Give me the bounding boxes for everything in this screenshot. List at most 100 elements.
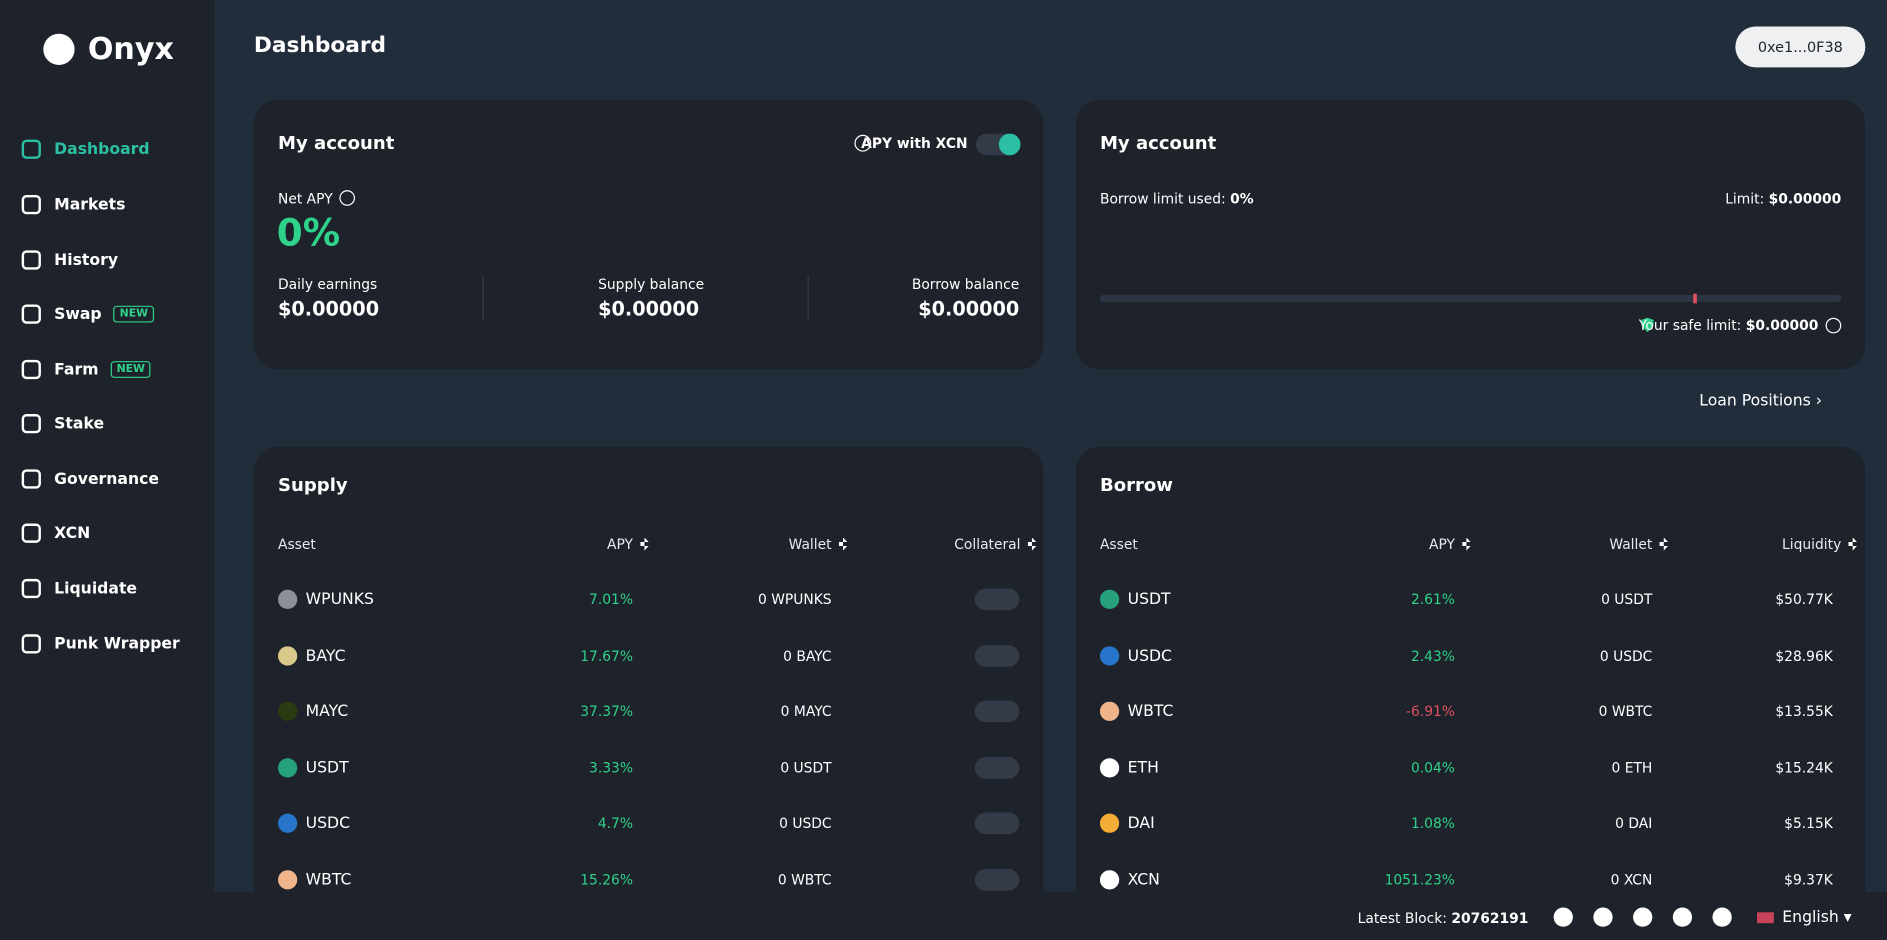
apy-cell: -6.91% [1405,702,1455,720]
account-card: My account APY with XCN Net APY 0% Daily… [253,99,1044,370]
asset-cell: WPUNKS [277,589,374,610]
asset-name: USDT [1127,590,1171,609]
collateral-toggle[interactable] [974,757,1020,779]
column-header[interactable]: Wallet [789,536,848,552]
nav-label: History [54,250,119,270]
info-icon [854,134,872,152]
card-title: Supply [277,474,348,496]
nav-item[interactable]: Stake [21,409,105,438]
asset-icon [1099,813,1120,833]
stat-label: Supply balance [598,275,705,293]
telegram-link[interactable] [1633,907,1653,927]
wallet-cell: 0 DAI [1615,814,1653,832]
nav-item[interactable]: Liquidate [21,574,138,603]
apy-cell: 15.26% [580,871,634,889]
column-header: Asset [1100,536,1138,553]
logo-icon [43,33,75,65]
asset-icon [1099,589,1120,610]
nav-icon [21,578,41,599]
column-header[interactable]: Liquidity [1782,535,1857,553]
header-label: Asset [1099,535,1138,553]
header-label: APY [1428,535,1455,553]
asset-name: USDC [305,814,351,833]
header-label: Liquidity [1782,535,1842,553]
liquidity-cell: $15.24K [1775,759,1833,777]
used-row: Borrow limit used: 0% [1100,190,1254,207]
liquidity-cell: $28.96K [1775,647,1833,665]
nav-item[interactable]: Punk Wrapper [21,629,180,658]
apy-cell: 3.33% [589,759,634,777]
header-label: Wallet [1609,535,1653,553]
apy-cell: 7.01% [589,590,634,608]
nav-item[interactable]: Governance [21,465,159,494]
liquidity-cell: $13.55K [1775,702,1833,720]
chevron: › [1815,392,1823,411]
nav-item[interactable]: XCN [21,519,91,548]
onyx-link[interactable] [1553,907,1573,927]
value: 0% [1230,190,1254,208]
asset-icon [277,813,298,833]
twitter-link[interactable] [1672,907,1693,927]
info-icon [339,190,356,206]
header-label: Collateral [954,535,1021,553]
nav-item[interactable]: History [21,246,119,275]
nav-label: Liquidate [54,579,138,598]
borrow-card: Borrow Asset APY Wallet Liquidity USDT 2.61% 0… [1075,446,1866,940]
nav-label: XCN [54,524,91,543]
supply-card: Supply Asset APY Wallet Collateral WPUNKS 7.0… [253,446,1044,940]
column-header[interactable]: Collateral [954,535,1037,553]
brand: Onyx [87,31,174,67]
asset-name: WBTC [1127,702,1174,721]
net-apy-label: Net APY [277,190,333,208]
loan-positions-link[interactable]: Loan Positions › [1699,392,1822,410]
label: Loan Positions [1699,392,1811,411]
collateral-toggle[interactable] [974,812,1020,835]
language-select[interactable]: English ▾ [1782,908,1852,927]
nav-item[interactable]: Markets [21,190,125,219]
sort-arrow [1659,537,1668,551]
github-link[interactable] [1712,907,1732,927]
sidebar: Onyx Dashboard Markets History Swap NEW Farm N… [0,0,215,940]
liquidity-cell: $50.77K [1775,590,1833,608]
asset-name: XCN [1127,870,1160,889]
collateral-toggle[interactable] [974,700,1020,723]
value: $0.00000 [1745,316,1819,334]
wallet-cell: 0 MAYC [780,702,832,720]
header-label: Asset [277,535,316,553]
wallet-cell: 0 ETH [1611,759,1653,777]
collateral-toggle[interactable] [974,588,1020,611]
asset-cell: WBTC [1099,701,1174,721]
asset-name: ETH [1127,758,1159,777]
asset-icon [277,701,298,721]
divider [807,275,809,322]
nav-item[interactable]: Dashboard [21,135,150,164]
column-header[interactable]: APY [1428,535,1471,553]
wallet-cell: 0 WBTC [777,871,832,889]
column-header[interactable]: Wallet [1609,535,1668,553]
nav-item[interactable]: Farm NEW [21,355,151,384]
wallet-button[interactable]: 0xe1...0F38 [1735,26,1866,68]
medium-link[interactable] [1593,907,1613,927]
collateral-toggle[interactable] [974,645,1020,667]
sort-arrow [1462,537,1471,551]
asset-name: USDT [305,758,349,777]
stat-value: $0.00000 [598,297,700,321]
asset-icon [277,758,298,778]
stat-label: Borrow balance [911,275,1020,293]
collateral-toggle[interactable] [974,868,1020,891]
nav-label: Stake [54,414,105,433]
wallet-cell: 0 WBTC [1598,702,1653,720]
asset-icon [277,646,298,666]
card-title: My account [277,132,395,155]
nav-item[interactable]: Swap NEW [21,300,155,329]
asset-cell: DAI [1099,813,1155,833]
nav-icon [21,359,41,380]
limit-bar [1099,294,1842,303]
column-header[interactable]: APY [607,536,649,552]
stat-value: $0.00000 [918,297,1020,321]
value: $0.00000 [1768,190,1842,208]
nav-label: Dashboard [54,140,150,159]
apy-toggle[interactable] [975,133,1021,156]
nav-label: Governance [54,470,159,489]
label: Latest Block: [1357,909,1447,927]
